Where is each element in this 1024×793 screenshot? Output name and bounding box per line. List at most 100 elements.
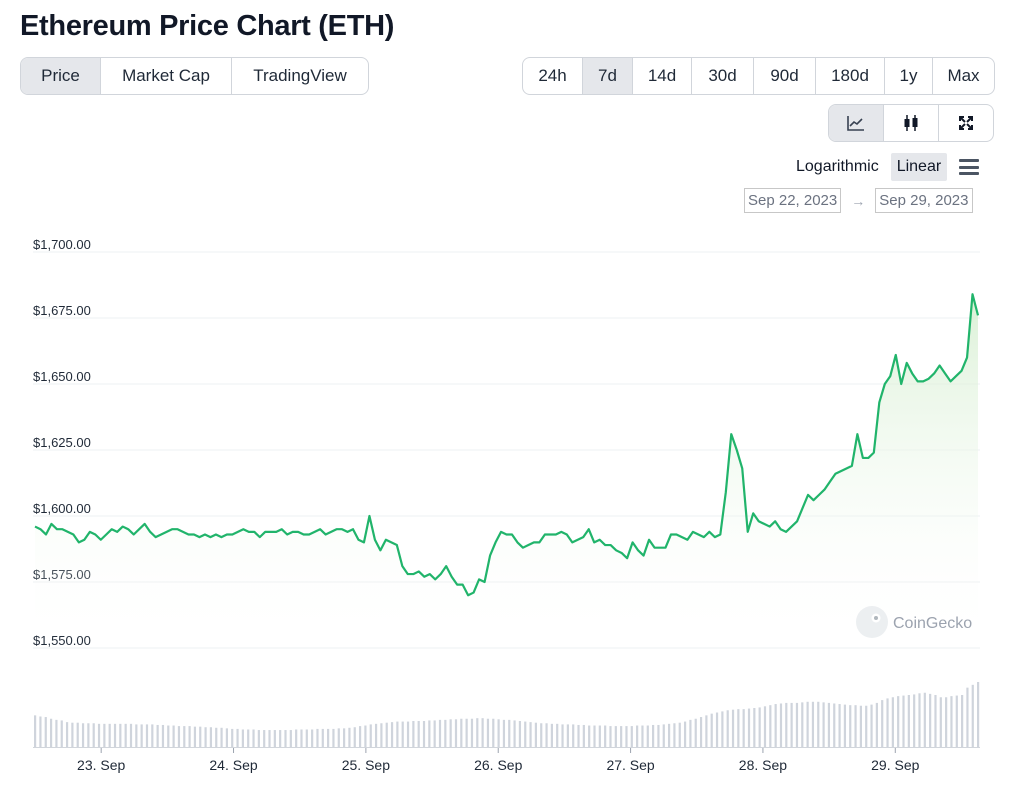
- tab-tradingview[interactable]: TradingView: [253, 66, 347, 85]
- volume-bar: [428, 720, 431, 747]
- volume-bar: [140, 724, 143, 747]
- date-to-input[interactable]: Sep 29, 2023: [875, 188, 973, 213]
- volume-bar: [929, 693, 932, 747]
- volume-bar: [966, 687, 969, 747]
- volume-bar: [481, 718, 484, 747]
- volume-bar: [582, 724, 585, 747]
- range-90d[interactable]: 90d: [754, 58, 816, 94]
- volume-bar: [241, 729, 244, 747]
- volume-bar: [502, 719, 506, 747]
- volume-bar: [385, 722, 388, 747]
- volume-bar: [369, 724, 372, 747]
- volume-bar: [236, 728, 239, 747]
- fullscreen-button[interactable]: [939, 105, 993, 141]
- volume-bar: [247, 729, 250, 747]
- volume-bar: [881, 700, 884, 747]
- volume-bar: [454, 719, 458, 747]
- volume-bar: [279, 730, 282, 747]
- volume-bar: [977, 682, 980, 747]
- linear-scale-option[interactable]: Linear: [890, 153, 948, 181]
- volume-bar: [630, 726, 633, 747]
- volume-bar: [129, 723, 133, 747]
- volume-bar: [939, 697, 942, 747]
- volume-bar: [209, 727, 213, 747]
- volume-bar: [406, 721, 410, 747]
- volume-bar: [92, 723, 95, 747]
- candlestick-chart-button[interactable]: [884, 105, 939, 141]
- volume-bar: [566, 724, 569, 747]
- tab-market-cap[interactable]: Market Cap: [101, 58, 232, 94]
- volume-bar: [364, 725, 367, 747]
- data-type-tabs: Price Market Cap TradingView: [20, 57, 369, 95]
- volume-bar: [683, 721, 687, 747]
- volume-bar: [763, 706, 767, 747]
- volume-bar: [316, 728, 319, 747]
- volume-bar: [231, 728, 234, 747]
- volume-bar: [769, 705, 772, 747]
- watermark-text: CoinGecko: [893, 615, 972, 632]
- range-1y[interactable]: 1y: [885, 58, 933, 94]
- volume-bar: [875, 702, 878, 747]
- volume-bar: [945, 697, 948, 747]
- volume-bar: [412, 721, 415, 747]
- volume-bar: [145, 724, 149, 747]
- volume-bar: [289, 730, 292, 747]
- volume-bar: [806, 701, 809, 747]
- range-7d[interactable]: 7d: [583, 58, 633, 94]
- y-tick-label: $1,600.00: [33, 501, 91, 516]
- volume-bar: [534, 722, 537, 747]
- volume-bar: [891, 697, 894, 747]
- volume-bar: [715, 712, 719, 747]
- x-tick-label: 23. Sep: [77, 757, 125, 773]
- range-24h[interactable]: 24h: [523, 58, 583, 94]
- tab-price[interactable]: Price: [21, 58, 101, 94]
- volume-bar: [263, 730, 266, 747]
- volume-bar: [215, 727, 218, 747]
- volume-bar: [268, 730, 271, 747]
- volume-bar: [636, 725, 639, 747]
- hamburger-menu-icon[interactable]: [959, 159, 980, 175]
- volume-bar: [934, 695, 937, 747]
- page-title: Ethereum Price Chart (ETH): [20, 10, 395, 42]
- date-from-input[interactable]: Sep 22, 2023: [744, 188, 842, 213]
- x-tick-label: 27. Sep: [606, 757, 654, 773]
- volume-bar: [183, 726, 186, 747]
- line-chart-button[interactable]: [829, 105, 884, 141]
- volume-bar: [795, 702, 799, 747]
- volume-bar: [902, 695, 905, 747]
- arrow-right-icon: →: [851, 192, 866, 209]
- range-180d[interactable]: 180d: [816, 58, 885, 94]
- volume-bar: [838, 704, 841, 747]
- candlestick-icon: [904, 115, 918, 131]
- volume-bar: [897, 696, 900, 747]
- volume-bar: [193, 726, 197, 747]
- volume-bar: [524, 721, 527, 747]
- x-tick-label: 24. Sep: [209, 757, 257, 773]
- volume-bar: [470, 718, 474, 747]
- range-30d[interactable]: 30d: [692, 58, 754, 94]
- volume-bar: [119, 723, 122, 747]
- y-tick-label: $1,675.00: [33, 303, 91, 318]
- range-14d[interactable]: 14d: [633, 58, 692, 94]
- volume-bar: [172, 725, 175, 747]
- volume-bar: [167, 725, 170, 747]
- volume-bar: [284, 730, 287, 747]
- volume-bar: [460, 718, 463, 747]
- volume-bar: [870, 704, 873, 747]
- gecko-logo-icon: [856, 606, 888, 638]
- y-tick-label: $1,650.00: [33, 369, 91, 384]
- volume-bar: [87, 723, 90, 747]
- volume-bar: [438, 719, 442, 747]
- x-axis: 23. Sep 24. Sep 25. Sep 26. Sep 27. Sep 28. S…: [33, 747, 980, 773]
- volume-bar: [465, 718, 468, 747]
- volume-bar: [726, 710, 729, 747]
- volume-bar: [422, 721, 426, 747]
- volume-bar: [785, 702, 788, 747]
- volume-bar: [97, 723, 101, 747]
- price-area-fill: [35, 294, 978, 648]
- volume-bar: [508, 719, 511, 747]
- logarithmic-scale-option[interactable]: Logarithmic: [796, 158, 879, 175]
- volume-bar: [199, 726, 202, 747]
- range-max[interactable]: Max: [947, 66, 980, 85]
- date-range: Sep 22, 2023 → Sep 29, 2023: [744, 188, 973, 213]
